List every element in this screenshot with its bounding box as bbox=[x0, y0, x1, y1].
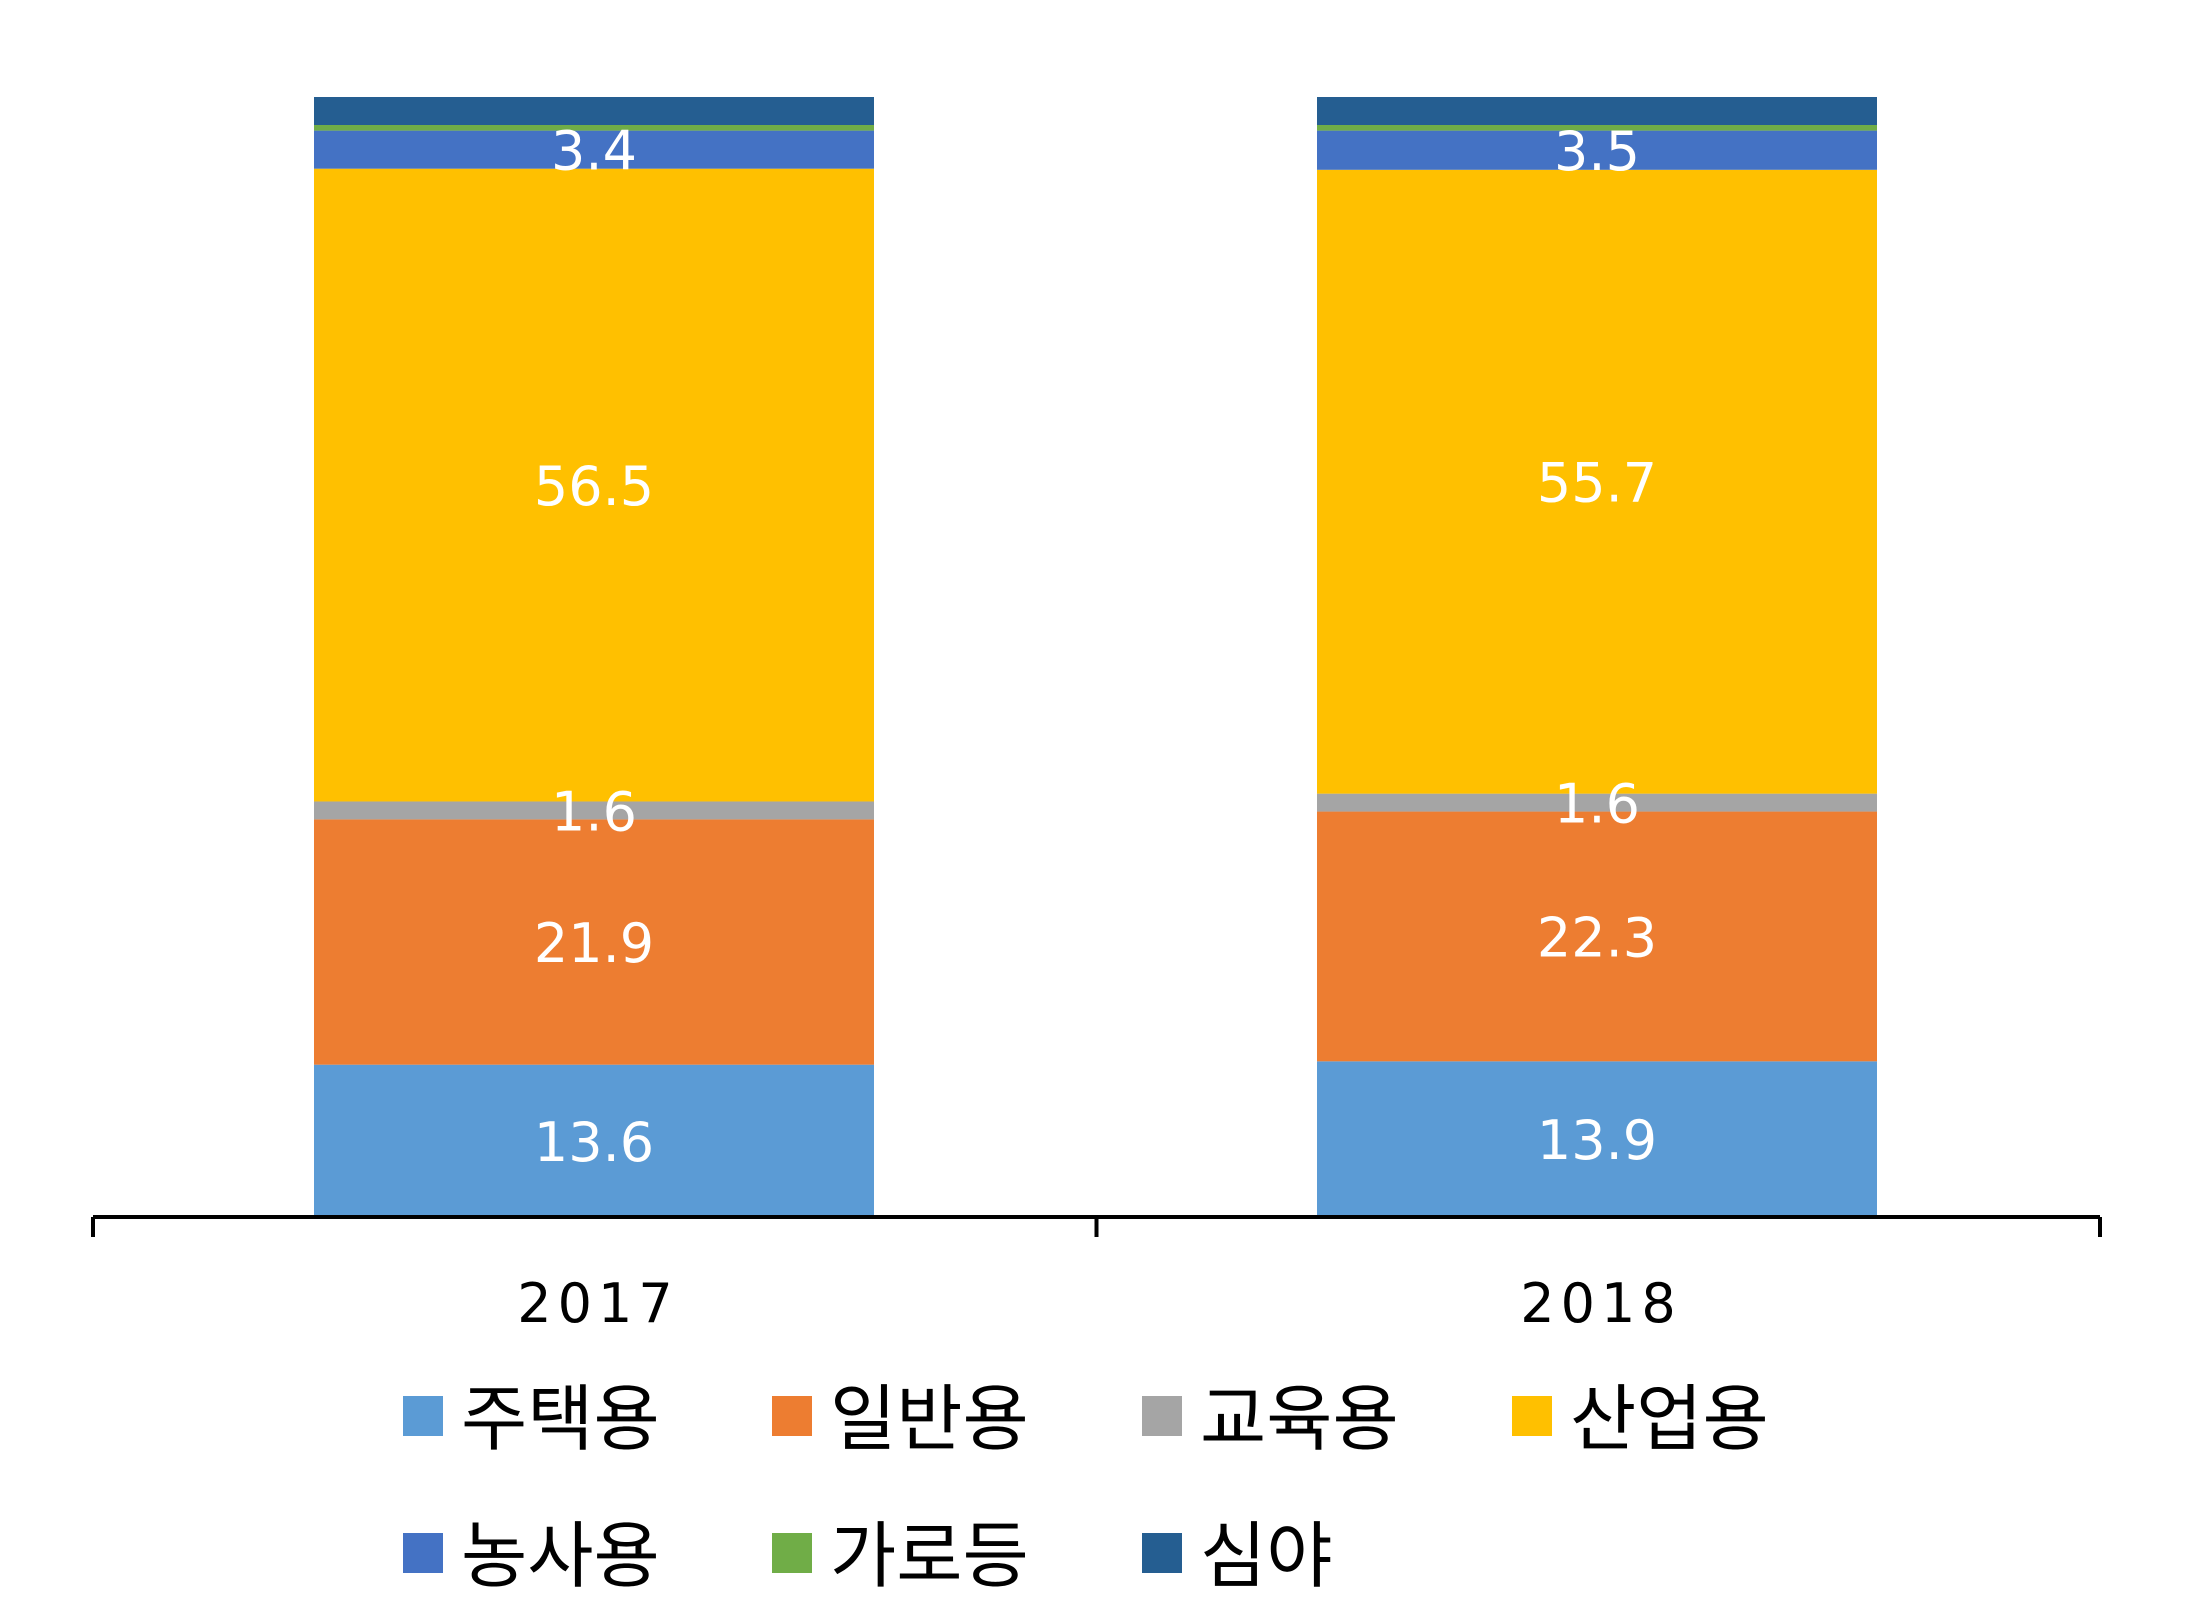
value-label-2017-4: 3.4 bbox=[551, 120, 637, 183]
value-label-2018-3: 55.7 bbox=[1537, 452, 1657, 515]
bar-segment-2018-2 bbox=[1317, 793, 1877, 812]
value-label-2018-0: 13.9 bbox=[1537, 1109, 1657, 1172]
bar-segment-2017-0 bbox=[314, 1064, 874, 1217]
bar-segment-2018-1 bbox=[1317, 811, 1877, 1062]
legend-swatch-2 bbox=[1142, 1396, 1182, 1436]
bar-segment-2017-6 bbox=[314, 97, 874, 125]
legend-swatch-0 bbox=[403, 1396, 443, 1436]
legend-label-6: 심야 bbox=[1200, 1514, 1332, 1598]
x-axis: 2017 2018 bbox=[91, 1215, 2102, 1335]
value-label-2017-3: 56.5 bbox=[534, 455, 654, 518]
value-labels-group: 13.6 21.9 1.6 56.5 3.4 13.9 22.3 1.6 55.7 3.5 bbox=[534, 120, 1657, 1174]
bars-group bbox=[314, 97, 1877, 1217]
bar-segment-2017-3 bbox=[314, 168, 874, 802]
legend-label-1: 일반용 bbox=[830, 1377, 1029, 1461]
bar-segment-2018-3 bbox=[1317, 169, 1877, 794]
value-label-2018-1: 22.3 bbox=[1537, 906, 1657, 969]
bar-segment-2017-2 bbox=[314, 801, 874, 820]
category-label-2017: 2017 bbox=[517, 1272, 678, 1335]
bar-segment-2018-6 bbox=[1317, 97, 1877, 125]
legend-swatch-5 bbox=[772, 1533, 812, 1573]
bar-segment-2018-0 bbox=[1317, 1061, 1877, 1217]
legend-swatch-6 bbox=[1142, 1533, 1182, 1573]
value-label-2017-1: 21.9 bbox=[534, 912, 654, 975]
legend-label-5: 가로등 bbox=[830, 1514, 1029, 1598]
legend-swatch-3 bbox=[1512, 1396, 1552, 1436]
legend-swatch-1 bbox=[772, 1396, 812, 1436]
bar-segment-2018-5 bbox=[1317, 125, 1877, 131]
bar-segment-2017-1 bbox=[314, 819, 874, 1065]
value-label-2017-0: 13.6 bbox=[534, 1111, 654, 1174]
value-label-2018-4: 3.5 bbox=[1554, 120, 1640, 183]
category-label-2018: 2018 bbox=[1520, 1272, 1681, 1335]
value-label-2017-2: 1.6 bbox=[551, 780, 637, 843]
value-label-2018-2: 1.6 bbox=[1554, 773, 1640, 836]
bar-segment-2018-4 bbox=[1317, 130, 1877, 170]
legend-label-3: 산업용 bbox=[1570, 1377, 1769, 1461]
bar-segment-2017-4 bbox=[314, 130, 874, 169]
legend-label-4: 농사용 bbox=[461, 1514, 660, 1598]
legend-label-0: 주택용 bbox=[461, 1377, 660, 1461]
legend-swatch-4 bbox=[403, 1533, 443, 1573]
bar-segment-2017-5 bbox=[314, 125, 874, 131]
legend-label-2: 교육용 bbox=[1200, 1377, 1399, 1461]
